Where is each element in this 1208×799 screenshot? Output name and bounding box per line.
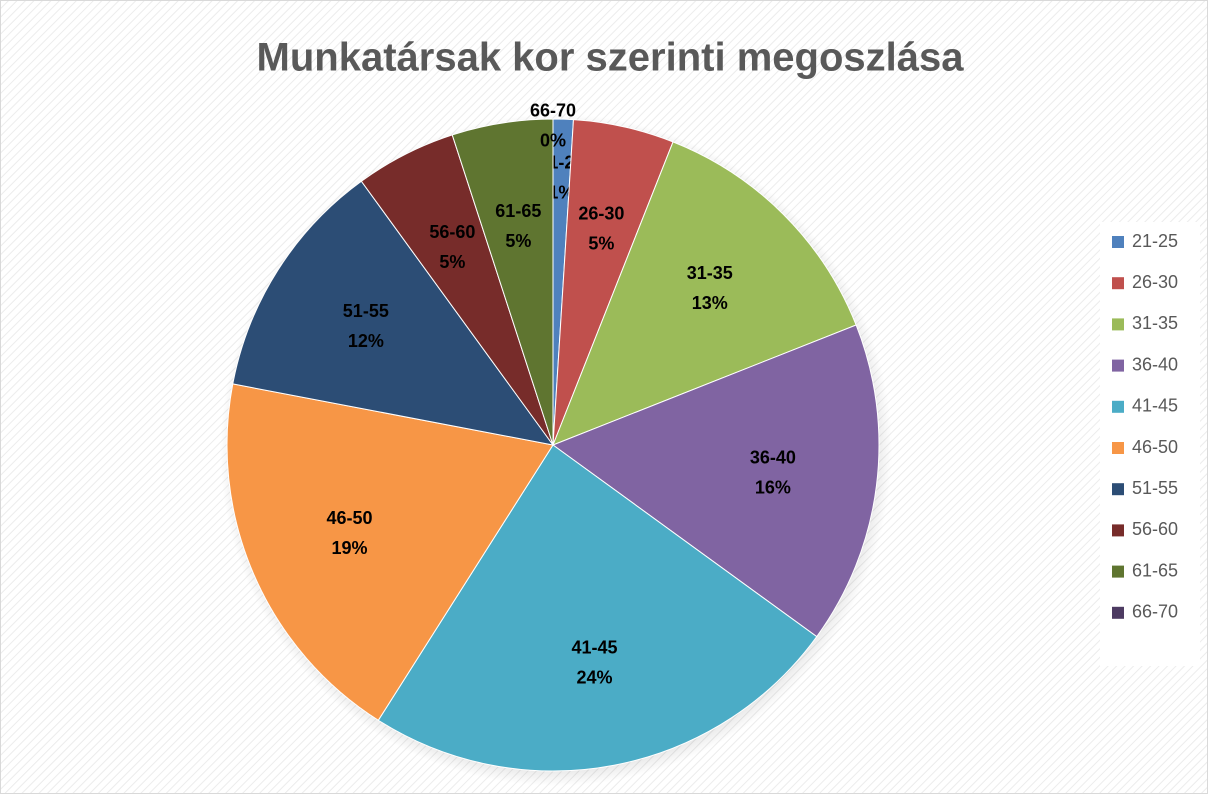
legend-label: 56-60: [1132, 519, 1178, 539]
legend-label: 46-50: [1132, 437, 1178, 457]
data-label-value: 13%: [692, 293, 728, 313]
data-label-category: 66-70: [530, 100, 576, 120]
legend-swatch: [1112, 483, 1124, 496]
legend-swatch: [1112, 442, 1124, 454]
data-label-category: 36-40: [750, 448, 796, 468]
data-label-value: 0%: [540, 130, 566, 150]
data-label-value: 16%: [755, 478, 791, 498]
data-label-value: 12%: [348, 331, 384, 351]
legend-swatch: [1112, 318, 1124, 331]
pie-slice: [552, 141, 857, 446]
legend-label: 66-70: [1132, 602, 1178, 622]
data-label-category: 46-50: [327, 508, 373, 528]
pie-slice: [551, 324, 880, 638]
legend-swatch: [1112, 606, 1124, 619]
legend-label: 31-35: [1132, 313, 1178, 333]
data-label-value: 24%: [577, 668, 613, 688]
legend-swatch: [1112, 524, 1124, 537]
data-label-value: 5%: [439, 252, 465, 272]
pie-slice: [377, 444, 818, 772]
legend-swatch: [1112, 277, 1124, 290]
data-label-category: 56-60: [429, 222, 475, 242]
data-label-value: 5%: [505, 231, 531, 251]
data-label-value: 5%: [588, 233, 614, 253]
chart-title: Munkatársak kor szerinti megoszlása: [257, 36, 965, 80]
legend-swatch: [1112, 359, 1124, 372]
legend-swatch: [1112, 400, 1124, 413]
legend-label: 51-55: [1132, 478, 1178, 498]
data-label-category: 51-55: [343, 301, 389, 321]
data-label-value: 19%: [332, 538, 368, 558]
pie-slice: [232, 180, 555, 446]
data-label-category: 31-35: [687, 263, 733, 283]
legend-label: 36-40: [1132, 354, 1178, 374]
legend-swatch: [1112, 565, 1124, 578]
pie-slice: [226, 383, 554, 721]
legend-label: 21-25: [1132, 231, 1178, 251]
legend-swatch: [1112, 236, 1124, 248]
data-label-category: 41-45: [572, 638, 618, 658]
data-label-category: 26-30: [578, 203, 624, 223]
data-label-value: 1%: [548, 183, 574, 203]
legend-label: 26-30: [1132, 272, 1178, 292]
legend-label: 61-65: [1132, 560, 1178, 580]
data-label-category: 61-65: [495, 201, 541, 221]
legend-label: 41-45: [1132, 396, 1178, 416]
